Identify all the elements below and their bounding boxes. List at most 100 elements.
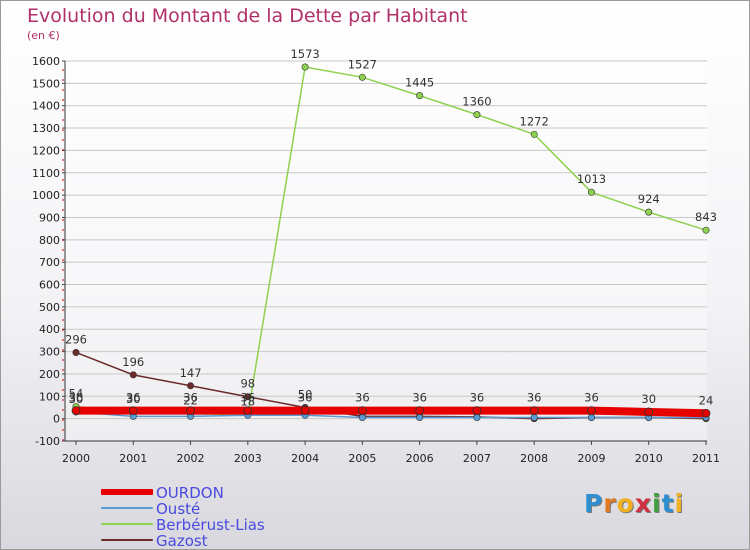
data-label: 843 [695,210,717,224]
data-point [416,414,424,422]
data-label: 36 [183,391,198,405]
y-tick-label: 600 [39,279,60,292]
data-point [301,63,309,71]
y-tick-label: 700 [39,256,60,269]
data-point [415,406,425,416]
data-label: 147 [180,366,202,380]
proxiti-logo: Proxiti [584,489,684,518]
data-label: 36 [298,391,313,405]
data-label: 50 [298,387,313,401]
x-tick-label: 2006 [406,452,434,465]
data-label: 30 [641,392,656,406]
logo-letter: o [616,489,635,518]
y-tick-label: 1500 [32,77,60,90]
x-tick-label: 2002 [177,452,205,465]
x-tick-label: 2008 [520,452,548,465]
data-point [416,92,424,100]
x-tick-label: 2003 [234,452,262,465]
data-point [358,73,366,81]
data-point [472,406,482,416]
legend-swatch-berberust-lias [101,523,153,525]
logo-letter: r [603,489,617,518]
data-label: 296 [65,332,87,346]
legend-swatch-ouste [101,507,153,509]
logo-letter: x [634,489,652,518]
data-point [244,393,252,401]
y-tick-label: 1000 [32,189,60,202]
data-point [587,406,596,416]
data-label: 1445 [405,76,434,90]
data-point [128,406,138,416]
data-point [72,348,80,356]
data-point [530,414,538,422]
data-label: 22 [183,394,198,408]
data-point [358,414,366,422]
data-point [587,188,595,196]
y-tick-label: 300 [39,346,60,359]
data-point [473,111,481,119]
data-label: 36 [527,391,542,405]
y-tick-label: 1600 [32,55,60,68]
data-label: 36 [355,391,370,405]
data-label: 1272 [520,114,549,128]
logo-letter: i [652,489,662,518]
data-point [243,406,253,416]
x-tick-label: 2007 [463,452,491,465]
legend-label-gazost: Gazost [156,532,208,550]
data-label: 36 [240,391,255,405]
legend-label-ouste: Ousté [156,500,201,518]
data-point [645,208,653,216]
data-label: 36 [412,391,427,405]
logo-letter: i [674,489,685,518]
data-point [644,407,654,417]
y-tick-label: 500 [39,301,60,314]
legend-label-berberust-lias: Berbérust-Lias [156,516,265,534]
y-tick-label: 0 [53,413,60,426]
legend-swatch-gazost [101,539,153,541]
x-tick-label: 2005 [348,452,376,465]
series-line-oust- [75,411,707,419]
data-label: 1360 [462,95,491,109]
data-label: 1573 [290,47,319,61]
data-label: 36 [470,391,485,405]
data-point [587,414,595,422]
y-tick-label: -100 [35,435,60,448]
data-point [186,406,195,416]
y-tick-label: 200 [39,368,60,381]
logo-letter: t [661,489,675,518]
y-tick-label: 1100 [32,167,60,180]
data-label: 18 [240,395,255,409]
y-tick-label: 1200 [32,144,60,157]
data-label: 36 [69,391,84,405]
data-point [71,406,81,416]
data-label: 30 [69,392,84,406]
data-point [702,226,710,234]
data-point [530,130,538,138]
y-tick-label: 100 [39,390,60,403]
chart-title: Evolution du Montant de la Dette par Hab… [27,5,468,27]
data-point [529,406,539,416]
x-tick-label: 2009 [577,452,605,465]
y-tick-label: 1300 [32,122,60,135]
data-point [357,406,367,416]
logo-letter: P [584,489,604,518]
x-tick-label: 2011 [692,452,720,465]
y-tick-label: 400 [39,323,60,336]
x-tick-label: 2004 [291,452,319,465]
data-label: 196 [122,355,144,369]
x-tick-label: 2001 [119,452,147,465]
x-tick-label: 2000 [62,452,90,465]
plot-area [65,61,707,441]
legend-label-ourdon: OURDON [156,484,224,502]
data-point [187,382,195,390]
legend-swatch-ourdon [101,489,153,495]
y-tick-label: 1400 [32,100,60,113]
y-tick-label: 900 [39,211,60,224]
data-label: 24 [699,393,714,407]
data-label: 30 [126,392,141,406]
data-label: 1013 [577,172,606,186]
data-point [300,406,310,416]
y-tick-label: 800 [39,234,60,247]
